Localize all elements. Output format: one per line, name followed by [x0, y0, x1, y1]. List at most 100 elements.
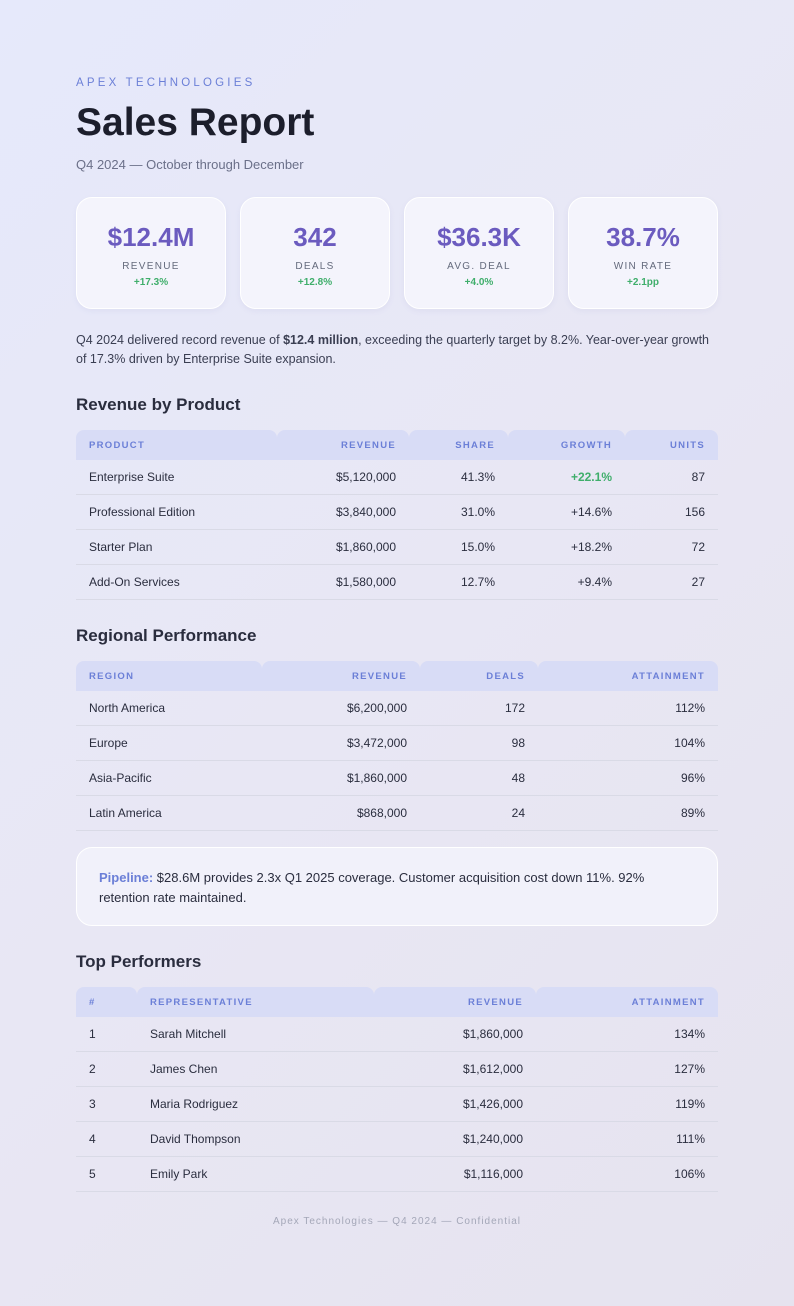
table-row: 2 James Chen $1,612,000 127% [76, 1052, 718, 1087]
table-cell: 15.0% [409, 530, 508, 565]
table-row: Add-On Services $1,580,000 12.7% +9.4% 27 [76, 565, 718, 600]
kpi-change: +12.8% [297, 277, 333, 288]
title: Sales Report [76, 101, 315, 144]
regional-table: REGION REVENUE DEALS ATTAINMENT North Americ… [76, 661, 718, 831]
table-row: 4 David Thompson $1,240,000 111% [76, 1122, 718, 1157]
table-cell: Sarah Mitchell [137, 1017, 374, 1052]
column-header: REGION [76, 661, 262, 691]
table-cell: $3,472,000 [262, 726, 420, 761]
table-row: 3 Maria Rodriguez $1,426,000 119% [76, 1087, 718, 1122]
table-cell: David Thompson [137, 1122, 374, 1157]
header-row: PRODUCT REVENUE SHARE GROWTH UNITS [76, 430, 718, 460]
table-cell: $3,840,000 [277, 495, 409, 530]
table-cell: +22.1% [508, 460, 625, 495]
table-row: Europe $3,472,000 98 104% [76, 726, 718, 761]
kpi-row: $12.4M REVENUE +17.3% 342 DEALS +12.8% $36.3K A… [76, 197, 718, 309]
table-body: Enterprise Suite $5,120,000 41.3% +22.1% 87 P… [76, 460, 718, 600]
performers-table: # REPRESENTATIVE REVENUE ATTAINMENT 1 Sarah M… [76, 987, 718, 1192]
section-heading: Regional Performance [76, 626, 257, 645]
table-cell: +18.2% [508, 530, 625, 565]
table-cell: 106% [536, 1157, 718, 1192]
kpi-value: $12.4M [107, 222, 195, 252]
table-row: Latin America $868,000 24 89% [76, 796, 718, 831]
table-cell: $6,200,000 [262, 691, 420, 726]
kpi-value: 342 [293, 222, 337, 252]
table-cell: 3 [76, 1087, 137, 1122]
table-cell: 41.3% [409, 460, 508, 495]
subtitle: Q4 2024 — October through December [76, 157, 304, 172]
header-row: REGION REVENUE DEALS ATTAINMENT [76, 661, 718, 691]
table-head: REGION REVENUE DEALS ATTAINMENT [76, 661, 718, 691]
kpi-value: $36.3K [437, 222, 521, 252]
footer: Apex Technologies — Q4 2024 — Confidenti… [272, 1216, 522, 1227]
kpi-label: AVG. DEAL [447, 261, 511, 272]
column-header: PRODUCT [76, 430, 277, 460]
column-header: UNITS [625, 430, 718, 460]
table-cell: Asia-Pacific [76, 761, 262, 796]
column-header: REVENUE [374, 987, 536, 1017]
table-cell: 89% [538, 796, 718, 831]
table-cell: 112% [538, 691, 718, 726]
table-cell: $1,426,000 [374, 1087, 536, 1122]
column-header: DEALS [420, 661, 538, 691]
table-cell: 111% [536, 1122, 718, 1157]
table-cell: Starter Plan [76, 530, 277, 565]
table-cell: 119% [536, 1087, 718, 1122]
callout-text: $28.6M provides 2.3x Q1 2025 coverage. C… [99, 870, 645, 905]
table-cell: 98 [420, 726, 538, 761]
table-cell: James Chen [137, 1052, 374, 1087]
section-heading: Top Performers [76, 952, 202, 971]
table-cell: 4 [76, 1122, 137, 1157]
table-cell: 87 [625, 460, 718, 495]
kpi-label: REVENUE [122, 261, 180, 272]
column-header: ATTAINMENT [536, 987, 718, 1017]
table-cell: Maria Rodriguez [137, 1087, 374, 1122]
table-cell: 156 [625, 495, 718, 530]
table-cell: 48 [420, 761, 538, 796]
table-cell: $868,000 [262, 796, 420, 831]
table-head: PRODUCT REVENUE SHARE GROWTH UNITS [76, 430, 718, 460]
table-cell: 12.7% [409, 565, 508, 600]
table-cell: +14.6% [508, 495, 625, 530]
table-cell: Europe [76, 726, 262, 761]
table-cell: Latin America [76, 796, 262, 831]
column-header: REPRESENTATIVE [137, 987, 374, 1017]
table-cell: 172 [420, 691, 538, 726]
table-cell: 5 [76, 1157, 137, 1192]
kpi-card: $12.4M REVENUE +17.3% [76, 197, 226, 309]
kpi-card: 38.7% WIN RATE +2.1pp [568, 197, 718, 309]
table-cell: 24 [420, 796, 538, 831]
table-cell: $5,120,000 [277, 460, 409, 495]
table-cell: 104% [538, 726, 718, 761]
table-cell: $1,612,000 [374, 1052, 536, 1087]
table-cell: $1,860,000 [262, 761, 420, 796]
kpi-label: DEALS [295, 261, 335, 272]
table-row: Professional Edition $3,840,000 31.0% +14.6… [76, 495, 718, 530]
table-row: Asia-Pacific $1,860,000 48 96% [76, 761, 718, 796]
table-cell: Emily Park [137, 1157, 374, 1192]
table-cell: 72 [625, 530, 718, 565]
table-cell: $1,860,000 [374, 1017, 536, 1052]
table-row: Enterprise Suite $5,120,000 41.3% +22.1% 87 [76, 460, 718, 495]
table-cell: 134% [536, 1017, 718, 1052]
column-header: REVENUE [277, 430, 409, 460]
table-cell: North America [76, 691, 262, 726]
summary-text: Q4 2024 delivered record revenue of [76, 333, 284, 347]
kpi-label: WIN RATE [613, 261, 673, 272]
kpi-card: 342 DEALS +12.8% [240, 197, 390, 309]
table-cell: Enterprise Suite [76, 460, 277, 495]
section-heading: Revenue by Product [76, 395, 241, 414]
table-cell: 27 [625, 565, 718, 600]
product-table: PRODUCT REVENUE SHARE GROWTH UNITS Enterprise… [76, 430, 718, 600]
table-body: North America $6,200,000 172 112% Europe $3,4… [76, 691, 718, 831]
kpi-change: +4.0% [464, 277, 494, 288]
column-header: ATTAINMENT [538, 661, 718, 691]
callout-label: Pipeline: [99, 870, 154, 885]
column-header: GROWTH [508, 430, 625, 460]
column-header: # [76, 987, 137, 1017]
column-header: REVENUE [262, 661, 420, 691]
table-cell: $1,240,000 [374, 1122, 536, 1157]
table-cell: 96% [538, 761, 718, 796]
table-cell: $1,116,000 [374, 1157, 536, 1192]
